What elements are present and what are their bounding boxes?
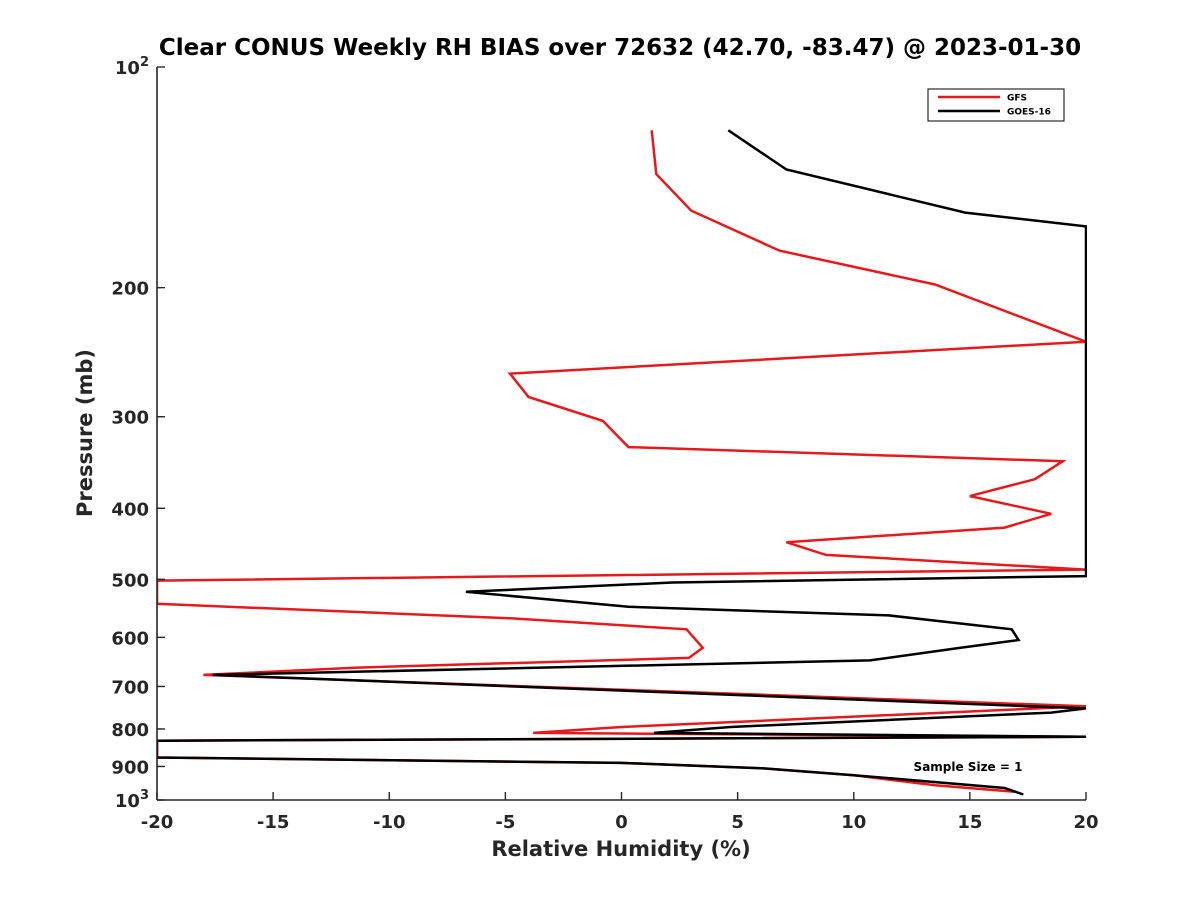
y-tick-label: 700 — [111, 677, 149, 698]
x-tick-label: -10 — [373, 812, 406, 833]
x-tick-label: -15 — [257, 812, 290, 833]
y-tick-label: 102 — [115, 55, 149, 79]
legend: GFS GOES-16 — [927, 88, 1065, 122]
x-tick-label: 20 — [1073, 812, 1098, 833]
x-tick-label: 15 — [957, 812, 982, 833]
sample-size-annotation: Sample Size = 1 — [914, 760, 1023, 774]
series-line-gfs — [157, 130, 1087, 794]
legend-label-goes16: GOES-16 — [1007, 108, 1051, 118]
x-tick-label: 10 — [841, 812, 866, 833]
x-tick-label: 5 — [731, 812, 744, 833]
x-tick-label: -5 — [495, 812, 515, 833]
x-axis-label: Relative Humidity (%) — [491, 837, 750, 861]
y-tick-label: 300 — [111, 408, 149, 429]
x-tick-label: -20 — [141, 812, 174, 833]
y-tick-label: 600 — [111, 628, 149, 649]
y-axis-label: Pressure (mb) — [73, 349, 97, 517]
chart-title: Clear CONUS Weekly RH BIAS over 72632 (4… — [159, 35, 1081, 61]
series-group — [157, 129, 1087, 796]
series-line-goes16 — [157, 129, 1087, 796]
x-tick-label: 0 — [615, 812, 628, 833]
y-tick-label: 200 — [111, 279, 149, 300]
y-tick-label: 500 — [111, 570, 149, 591]
y-tick-label: 800 — [111, 720, 149, 741]
y-tick-label: 400 — [111, 499, 149, 520]
plot-area: -20 -15 -10 -5 0 5 10 15 20 102 200 300 400 500 600 700… — [111, 55, 1098, 833]
y-tick-label: 103 — [115, 788, 149, 812]
legend-box — [927, 88, 1065, 122]
legend-label-gfs: GFS — [1007, 94, 1027, 104]
y-tick-label: 900 — [111, 757, 149, 778]
